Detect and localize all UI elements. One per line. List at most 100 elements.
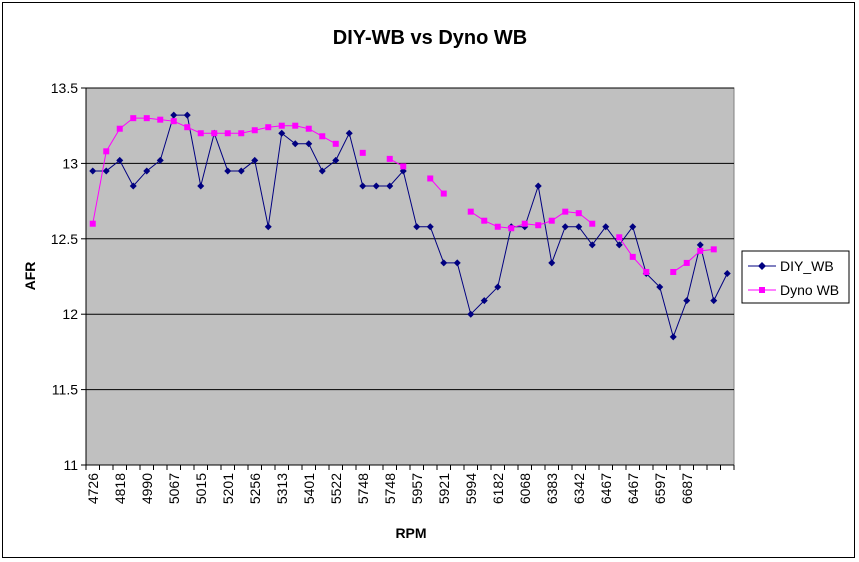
data-point bbox=[494, 223, 501, 230]
data-point bbox=[588, 241, 596, 249]
x-tick-label: 5015 bbox=[193, 473, 209, 504]
data-point bbox=[143, 115, 150, 122]
data-point bbox=[615, 241, 623, 249]
series-line bbox=[672, 248, 714, 273]
data-point bbox=[265, 124, 272, 131]
data-point bbox=[710, 246, 717, 253]
data-point bbox=[669, 333, 677, 341]
data-point bbox=[683, 297, 691, 305]
legend-label-diy-wb: DIY_WB bbox=[780, 258, 834, 274]
data-point bbox=[170, 111, 178, 119]
y-axis-title: AFR bbox=[22, 262, 38, 291]
data-point bbox=[426, 223, 434, 231]
data-point bbox=[548, 217, 555, 224]
data-point bbox=[318, 167, 326, 175]
data-point bbox=[278, 129, 286, 137]
y-tick-label: 12.5 bbox=[51, 231, 78, 247]
data-point bbox=[535, 222, 542, 229]
data-point bbox=[359, 149, 366, 156]
data-point bbox=[589, 220, 596, 227]
data-point bbox=[723, 269, 731, 277]
y-tick-label: 11 bbox=[63, 457, 78, 473]
data-point bbox=[292, 122, 299, 129]
x-tick-label: 5921 bbox=[436, 473, 452, 504]
data-point bbox=[332, 156, 340, 164]
legend-marker-diy-wb bbox=[758, 262, 766, 270]
data-point bbox=[616, 234, 623, 241]
data-point bbox=[575, 210, 582, 217]
data-point bbox=[278, 122, 285, 129]
x-tick-label: 6182 bbox=[490, 473, 506, 504]
data-point bbox=[696, 241, 704, 249]
x-tick-label: 6467 bbox=[625, 473, 641, 504]
data-point bbox=[130, 115, 137, 122]
data-point bbox=[386, 155, 393, 162]
legend-marker-dyno-wb bbox=[759, 287, 765, 293]
data-point bbox=[129, 182, 137, 190]
data-point bbox=[89, 167, 97, 175]
x-tick-label: 5313 bbox=[274, 473, 290, 504]
data-point bbox=[238, 130, 245, 137]
data-point bbox=[264, 223, 272, 231]
data-point bbox=[440, 190, 447, 197]
data-point bbox=[116, 125, 123, 132]
data-point bbox=[494, 283, 502, 291]
data-point bbox=[400, 163, 407, 170]
data-point bbox=[562, 208, 569, 215]
data-point bbox=[453, 259, 461, 267]
data-point bbox=[575, 223, 583, 231]
legend-item-dyno-wb: Dyno WB bbox=[748, 282, 839, 298]
x-tick-label: 5522 bbox=[328, 473, 344, 504]
data-point bbox=[413, 223, 421, 231]
legend-item-diy-wb: DIY_WB bbox=[748, 258, 834, 274]
data-point bbox=[508, 225, 515, 232]
data-point bbox=[89, 220, 96, 227]
data-point bbox=[197, 130, 204, 137]
y-tick-label: 12 bbox=[62, 306, 78, 322]
data-point bbox=[224, 167, 232, 175]
data-point bbox=[386, 182, 394, 190]
data-point bbox=[561, 223, 569, 231]
x-tick-label: 5957 bbox=[409, 473, 425, 504]
data-point bbox=[143, 167, 151, 175]
x-tick-label: 4990 bbox=[139, 473, 155, 504]
y-tick-label: 13 bbox=[62, 155, 78, 171]
data-point bbox=[157, 116, 164, 123]
data-point bbox=[467, 310, 475, 318]
data-point bbox=[183, 111, 191, 119]
x-tick-label: 5748 bbox=[355, 473, 371, 504]
x-tick-label: 5401 bbox=[301, 473, 317, 504]
x-tick-label: 5201 bbox=[220, 473, 236, 504]
series-line bbox=[92, 114, 728, 339]
x-tick-label: 6342 bbox=[571, 473, 587, 504]
data-point bbox=[184, 124, 191, 131]
data-point bbox=[683, 259, 690, 266]
data-point bbox=[440, 259, 448, 267]
x-tick-label: 6687 bbox=[679, 473, 695, 504]
chart-title: DIY-WB vs Dyno WB bbox=[333, 27, 527, 49]
legend-label-dyno-wb: Dyno WB bbox=[780, 282, 839, 298]
data-point bbox=[480, 297, 488, 305]
x-tick-label: 6467 bbox=[598, 473, 614, 504]
data-point bbox=[643, 268, 650, 275]
y-tick-label: 13.5 bbox=[51, 80, 78, 96]
legend-box bbox=[741, 250, 850, 304]
data-point bbox=[237, 167, 245, 175]
x-axis-title: RPM bbox=[395, 525, 426, 541]
data-point bbox=[224, 130, 231, 137]
x-tick-label: 4726 bbox=[85, 473, 101, 504]
x-tick-label: 4818 bbox=[112, 473, 128, 504]
data-point bbox=[251, 127, 258, 134]
x-tick-label: 5256 bbox=[247, 473, 263, 504]
x-tick-label: 5994 bbox=[463, 473, 479, 504]
data-point bbox=[305, 125, 312, 132]
data-point bbox=[156, 156, 164, 164]
series-dyno-wb bbox=[89, 115, 717, 275]
x-tick-label: 5067 bbox=[166, 473, 182, 504]
x-tick-label: 6068 bbox=[517, 473, 533, 504]
data-point bbox=[211, 130, 218, 137]
plot-area: 11 11.5 12 12.5 13 13.5 4726 4818 4990 5067 5015 52… bbox=[51, 80, 735, 504]
data-point bbox=[467, 208, 474, 215]
data-point bbox=[629, 223, 637, 231]
